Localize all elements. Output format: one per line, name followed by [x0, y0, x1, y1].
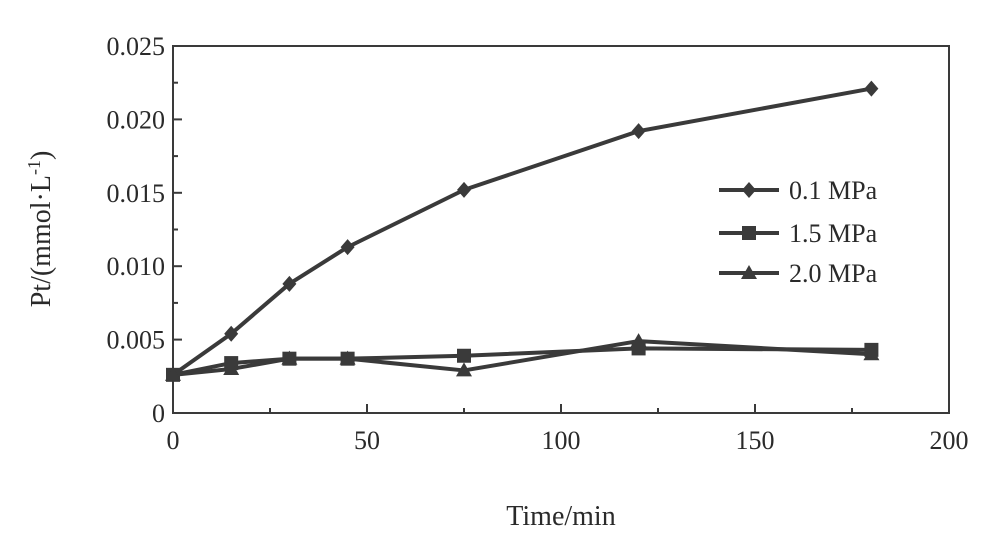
legend-item: 0.1 MPa — [719, 176, 878, 205]
data-point-diamond — [864, 80, 879, 97]
y-axis-title-main: Pt/(mmol·L — [26, 175, 57, 307]
data-point-diamond — [457, 181, 471, 198]
y-tick-label: 0.025 — [107, 32, 166, 61]
axis-tick-labels: 0 50 100 150 200 0 0.005 0.010 0.015 0.020 0.025 — [107, 32, 969, 455]
legend-marker-triangle — [741, 265, 757, 279]
legend-marker-diamond — [742, 182, 756, 198]
data-point-triangle — [281, 350, 298, 365]
data-point-triangle — [456, 362, 472, 377]
series-3 — [165, 333, 880, 381]
data-point-triangle — [339, 350, 356, 365]
y-tick-label: 0.015 — [107, 179, 166, 208]
legend-marker-square — [742, 226, 756, 240]
y-tick-label: 0.005 — [107, 326, 166, 355]
x-tick-label: 0 — [167, 426, 180, 455]
x-tick-label: 100 — [542, 426, 581, 455]
series-1 — [166, 80, 879, 383]
y-axis-title-end: ) — [26, 151, 57, 160]
x-tick-label: 50 — [354, 426, 380, 455]
y-axis-title: Pt/(mmol·L-1) — [24, 151, 57, 308]
data-point-triangle — [223, 360, 240, 375]
data-point-triangle — [863, 346, 880, 361]
legend-label: 2.0 MPa — [789, 259, 878, 288]
y-tick-label: 0.010 — [107, 252, 166, 281]
data-point-diamond — [340, 239, 355, 256]
legend-label: 1.5 MPa — [789, 219, 878, 248]
data-point-triangle — [630, 333, 647, 348]
series-layer — [165, 80, 880, 383]
x-tick-label: 200 — [930, 426, 969, 455]
data-point-square — [457, 348, 471, 363]
y-tick-label: 0.020 — [107, 105, 166, 134]
y-tick-label: 0 — [152, 399, 165, 428]
x-axis-title: Time/min — [506, 501, 615, 532]
data-point-diamond — [631, 123, 646, 140]
legend-label: 0.1 MPa — [789, 176, 878, 205]
y-axis-title-superscript: -1 — [24, 160, 44, 175]
data-point-diamond — [224, 325, 239, 342]
legend: 0.1 MPa 1.5 MPa 2.0 MPa — [719, 176, 878, 288]
legend-item: 2.0 MPa — [719, 259, 878, 288]
data-point-diamond — [282, 275, 297, 292]
legend-item: 1.5 MPa — [719, 219, 878, 248]
data-point-triangle — [165, 366, 181, 381]
x-tick-label: 150 — [736, 426, 775, 455]
